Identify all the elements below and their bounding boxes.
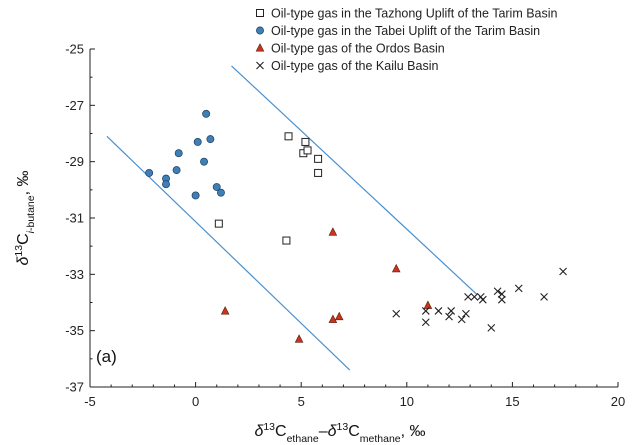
data-point-series-2 [202, 109, 211, 118]
data-point-series-4 [540, 292, 548, 301]
data-point-series-2 [191, 191, 200, 200]
data-point-series-2 [212, 183, 221, 191]
y-tick-label: -25 [65, 42, 84, 57]
data-point-series-3 [328, 314, 338, 323]
y-tick-label: -31 [65, 211, 84, 226]
y-tick-label: -33 [65, 267, 84, 282]
data-point-series-4 [470, 292, 479, 301]
y-tick-label: -35 [65, 323, 84, 338]
legend-marker [256, 26, 264, 35]
data-point-series-3 [391, 263, 401, 273]
data-point-series-1 [301, 137, 310, 146]
data-point-series-1 [282, 236, 291, 245]
data-point-series-4 [497, 290, 506, 298]
data-point-series-3 [423, 300, 433, 309]
y-tick-label: -29 [65, 154, 84, 169]
data-point-series-1 [314, 154, 323, 163]
legend-label: Oil-type gas in the Tazhong Uplift of th… [271, 7, 558, 21]
legend-marker [255, 43, 265, 52]
data-point-series-4 [493, 287, 502, 296]
data-point-series-4 [447, 307, 456, 315]
data-point-series-3 [294, 334, 304, 343]
x-tick-label: 20 [611, 394, 625, 409]
legend-label: Oil-type gas of the Kailu Basin [271, 59, 438, 73]
data-point-series-2 [216, 188, 225, 197]
data-point-series-4 [478, 295, 487, 304]
data-point-series-3 [328, 227, 338, 236]
data-point-series-4 [497, 295, 506, 304]
x-tick-label: 5 [298, 394, 305, 409]
y-tick-label: -27 [65, 98, 84, 113]
x-tick-label: 0 [192, 394, 199, 409]
data-point-series-4 [421, 307, 430, 315]
legend: Oil-type gas in the Tazhong Uplift of th… [255, 7, 558, 73]
panel-label: (a) [96, 347, 117, 366]
data-point-series-2 [174, 149, 183, 158]
data-point-series-4 [434, 307, 443, 315]
data-point-series-3 [220, 306, 230, 315]
y-tick-label: -37 [65, 380, 84, 395]
data-point-series-4 [457, 315, 466, 324]
data-point-series-1 [303, 146, 312, 155]
data-point-series-2 [145, 168, 154, 177]
data-point-series-3 [334, 311, 344, 321]
data-point-series-4 [421, 318, 430, 327]
data-point-series-4 [487, 323, 496, 332]
legend-label: Oil-type gas in the Tabei Uplift of the … [271, 24, 540, 38]
legend-marker [256, 61, 264, 70]
data-point-series-4 [559, 267, 567, 276]
legend-marker [256, 9, 264, 17]
data-point-series-2 [193, 137, 202, 146]
data-point-series-2 [206, 135, 215, 144]
data-point-series-1 [314, 168, 323, 177]
data-point-series-4 [464, 292, 472, 301]
data-points [145, 109, 567, 343]
x-tick-label: 10 [400, 394, 414, 409]
data-point-series-4 [445, 312, 453, 321]
y-axis-title: δ13Ci-butane, ‰ [13, 171, 37, 266]
data-point-series-4 [462, 309, 470, 318]
data-point-series-4 [514, 284, 523, 293]
data-point-series-1 [214, 219, 223, 228]
x-tick-label: 15 [505, 394, 519, 409]
axes: -5 0 5 10 15 20 -37 -35 -33 -31 -29 -27 -25 [65, 42, 625, 410]
x-axis-title: δ13Cethane–δ13Cmethane, ‰ [254, 421, 425, 445]
data-point-series-2 [172, 166, 181, 175]
trend-line [231, 65, 477, 295]
data-point-series-4 [392, 309, 401, 318]
reference-lines [106, 65, 477, 371]
data-point-series-2 [200, 157, 208, 166]
data-point-series-2 [162, 180, 170, 189]
legend-label: Oil-type gas of the Ordos Basin [271, 42, 445, 56]
x-tick-label: -5 [84, 394, 96, 409]
data-point-series-1 [284, 132, 293, 141]
trend-line [106, 135, 351, 371]
